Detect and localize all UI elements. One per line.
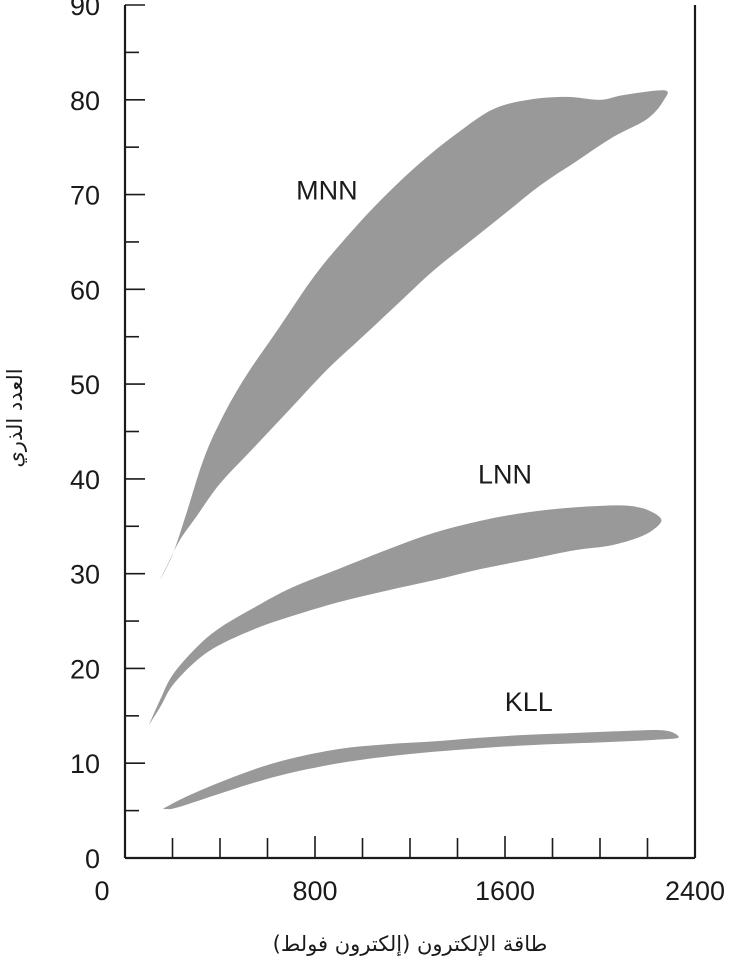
- y-tick-label: 40: [70, 465, 100, 495]
- x-tick-label: 1600: [475, 876, 535, 906]
- x-axis-title: طاقة الإلكترون (إلكترون فولط): [273, 932, 548, 957]
- y-tick-label: 10: [70, 749, 100, 779]
- ticks-layer: [125, 4, 649, 859]
- band-mnn: [158, 90, 668, 584]
- bands-layer: [148, 90, 679, 810]
- y-tick-label: 0: [85, 844, 100, 874]
- band-kll: [163, 729, 679, 810]
- y-tick-label: 80: [70, 86, 100, 116]
- band-labels-layer: MNN LNN KLL: [296, 175, 553, 717]
- y-axis-title: العدد الذري: [3, 368, 27, 467]
- band-label-kll: KLL: [505, 687, 553, 717]
- x-tick-label: 0: [94, 876, 109, 906]
- y-tick-label: 30: [70, 560, 100, 590]
- y-tick-label: 50: [70, 370, 100, 400]
- x-tick-label: 2400: [665, 876, 725, 906]
- y-tick-label: 20: [70, 654, 100, 684]
- y-tick-label: 90: [70, 0, 100, 21]
- band-lnn: [148, 505, 662, 726]
- x-tick-label: 800: [292, 876, 337, 906]
- tick-labels-layer: 0 10 20 30 40 50 60 70 80 90 0 800 1600 2400: [70, 0, 725, 906]
- y-tick-label: 60: [70, 275, 100, 305]
- y-tick-label: 70: [70, 181, 100, 211]
- band-label-mnn: MNN: [296, 175, 358, 205]
- band-label-lnn: LNN: [478, 460, 532, 490]
